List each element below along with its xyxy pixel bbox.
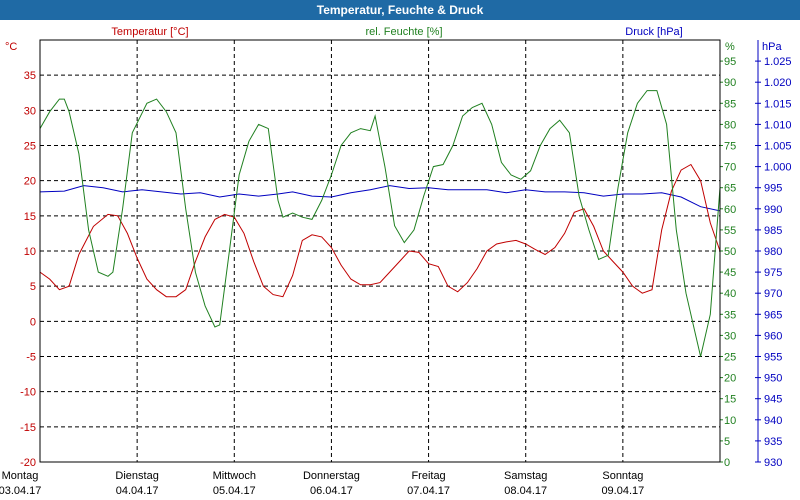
temperature-tick: 15 bbox=[24, 211, 36, 223]
humidity-tick: 40 bbox=[724, 288, 736, 300]
pressure-tick: 975 bbox=[764, 267, 782, 279]
humidity-tick: 35 bbox=[724, 309, 736, 321]
humidity-tick: 45 bbox=[724, 267, 736, 279]
plot-frame bbox=[39, 39, 721, 463]
day-name-label: Sonntag bbox=[602, 470, 643, 482]
day-date-label: 06.04.17 bbox=[310, 485, 353, 497]
day-date-label: 09.04.17 bbox=[601, 485, 644, 497]
pressure-tick: 940 bbox=[764, 415, 782, 427]
day-name-label: Mittwoch bbox=[213, 470, 256, 482]
temperature-tick: 25 bbox=[24, 141, 36, 153]
humidity-tick: 85 bbox=[724, 98, 736, 110]
day-name-label: Donnerstag bbox=[303, 470, 360, 482]
pressure-tick: 960 bbox=[764, 330, 782, 342]
pressure-tick: 995 bbox=[764, 183, 782, 195]
temperature-tick: 35 bbox=[24, 70, 36, 82]
humidity-tick: 50 bbox=[724, 246, 736, 258]
day-date-label: 04.04.17 bbox=[116, 485, 159, 497]
pressure-unit: hPa bbox=[762, 41, 782, 53]
pressure-tick: 930 bbox=[764, 457, 782, 469]
temperature-tick: -5 bbox=[26, 352, 36, 364]
pressure-tick: 935 bbox=[764, 436, 782, 448]
day-name-label: Freitag bbox=[411, 470, 445, 482]
pressure-axis-label: Druck [hPa] bbox=[625, 26, 682, 38]
day-name-label: Samstag bbox=[504, 470, 547, 482]
pressure-tick: 990 bbox=[764, 204, 782, 216]
day-date-label: 05.04.17 bbox=[213, 485, 256, 497]
day-date-label: 03.04.17 bbox=[0, 485, 41, 497]
humidity-tick: 95 bbox=[724, 56, 736, 68]
temperature-axis-label: Temperatur [°C] bbox=[111, 26, 188, 38]
pressure-tick: 970 bbox=[764, 288, 782, 300]
humidity-tick: 20 bbox=[724, 373, 736, 385]
window-title: Temperatur, Feuchte & Druck bbox=[0, 0, 800, 20]
temperature-tick: 5 bbox=[30, 281, 36, 293]
humidity-tick: 55 bbox=[724, 225, 736, 237]
day-labels: Montag 03.04.17 Dienstag 04.04.17 Mittwoch 05… bbox=[0, 470, 644, 497]
temperature-tick: 0 bbox=[30, 316, 36, 328]
humidity-tick: 90 bbox=[724, 77, 736, 89]
temperature-tick: 10 bbox=[24, 246, 36, 258]
pressure-tick: 950 bbox=[764, 373, 782, 385]
pressure-tick: 1.010 bbox=[764, 119, 792, 131]
humidity-line bbox=[39, 90, 721, 357]
pressure-tick: 1.015 bbox=[764, 98, 792, 110]
humidity-tick: 60 bbox=[724, 204, 736, 216]
humidity-unit: % bbox=[725, 41, 735, 53]
humidity-axis-ticks: 0 5 10 15 20 25 30 35 40 45 50 55 60 65 70 75 80 85 90 95 bbox=[720, 56, 736, 469]
pressure-axis-ticks: 930 935 940 945 950 955 960 965 970 975 980 985 990 9… bbox=[755, 40, 792, 469]
humidity-tick: 25 bbox=[724, 352, 736, 364]
day-name-label: Dienstag bbox=[115, 470, 158, 482]
humidity-tick: 5 bbox=[724, 436, 730, 448]
temperature-axis-ticks: -20 -15 -10 -5 0 5 10 15 20 25 30 35 bbox=[20, 70, 36, 469]
pressure-tick: 1.020 bbox=[764, 77, 792, 89]
humidity-tick: 70 bbox=[724, 162, 736, 174]
temperature-tick: -10 bbox=[20, 387, 36, 399]
pressure-tick: 1.000 bbox=[764, 162, 792, 174]
temperature-tick: -20 bbox=[20, 457, 36, 469]
humidity-tick: 10 bbox=[724, 415, 736, 427]
humidity-tick: 0 bbox=[724, 457, 730, 469]
pressure-line bbox=[39, 185, 721, 212]
pressure-tick: 1.025 bbox=[764, 56, 792, 68]
pressure-tick: 1.005 bbox=[764, 141, 792, 153]
temperature-tick: 30 bbox=[24, 105, 36, 117]
temperature-tick: 20 bbox=[24, 176, 36, 188]
humidity-tick: 75 bbox=[724, 141, 736, 153]
temperature-line bbox=[39, 163, 721, 298]
day-date-label: 07.04.17 bbox=[407, 485, 450, 497]
humidity-tick: 15 bbox=[724, 394, 736, 406]
day-name-label: Montag bbox=[2, 470, 39, 482]
humidity-tick: 30 bbox=[724, 330, 736, 342]
pressure-tick: 945 bbox=[764, 394, 782, 406]
pressure-tick: 965 bbox=[764, 309, 782, 321]
temperature-unit: °C bbox=[5, 41, 17, 53]
humidity-tick: 80 bbox=[724, 119, 736, 131]
pressure-tick: 980 bbox=[764, 246, 782, 258]
temperature-tick: -15 bbox=[20, 422, 36, 434]
pressure-tick: 985 bbox=[764, 225, 782, 237]
pressure-tick: 955 bbox=[764, 352, 782, 364]
chart-grid bbox=[40, 40, 720, 462]
day-date-label: 08.04.17 bbox=[504, 485, 547, 497]
humidity-axis-label: rel. Feuchte [%] bbox=[365, 26, 442, 38]
humidity-tick: 65 bbox=[724, 183, 736, 195]
